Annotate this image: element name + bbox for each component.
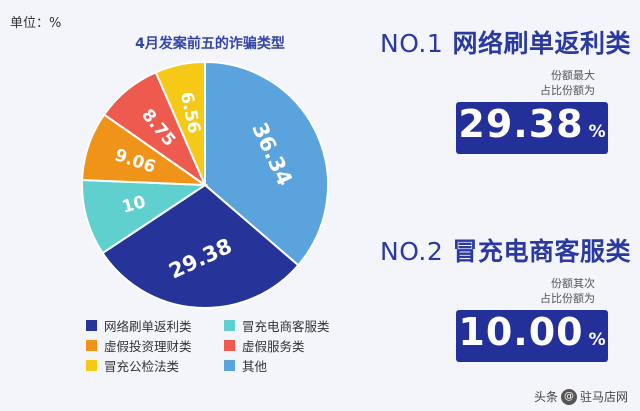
legend-item: 网络刷单返利类 (86, 316, 192, 335)
pie-slice-0 (101, 183, 300, 309)
pie-slice-4 (154, 60, 206, 186)
unit-label: 单位：% (10, 16, 62, 31)
rank-1-unit: % (588, 122, 606, 142)
rank-2-value-box: 10.00 % (456, 310, 608, 362)
rank-1-number: NO.1 (380, 29, 444, 58)
legend-label: 其他 (242, 359, 268, 374)
chart-title: 4月发案前五的诈骗类型 (135, 36, 285, 52)
rank-1-panel: NO.1 网络刷单返利类 份额最大 占比份额为 29.38 % (380, 24, 630, 164)
rank-1-title: NO.1 网络刷单返利类 (380, 24, 630, 60)
rank-2-title: NO.2 冒充电商客服类 (380, 232, 630, 268)
legend-swatch (86, 320, 97, 331)
legend-swatch (86, 360, 97, 371)
rank-1-name: 网络刷单返利类 (452, 29, 631, 58)
rank-1-value: 29.38 (458, 102, 584, 146)
legend-label: 网络刷单返利类 (104, 319, 192, 334)
rank-2-number: NO.2 (380, 237, 444, 266)
watermark-suffix: 驻马店网 (579, 390, 628, 404)
rank-2-panel: NO.2 冒充电商客服类 份额其次 占比份额为 10.00 % (380, 232, 630, 372)
at-icon: @ (560, 388, 577, 405)
watermark: 头条 @ 驻马店网 (534, 388, 628, 405)
rank-2-unit: % (588, 330, 606, 350)
legend-swatch (224, 320, 235, 331)
legend-item: 冒充电商客服类 (224, 316, 330, 335)
rank-2-name: 冒充电商客服类 (452, 237, 631, 266)
rank-2-note-line: 占比份额为 (540, 292, 595, 305)
legend-swatch (86, 340, 97, 351)
rank-2-note-line: 份额其次 (551, 277, 595, 290)
rank-1-note: 份额最大 占比份额为 (540, 68, 595, 98)
legend-label: 虚假投资理财类 (104, 339, 192, 354)
legend-label: 冒充电商客服类 (242, 319, 330, 334)
legend-item: 虚假服务类 (224, 336, 305, 355)
legend-swatch (224, 340, 235, 351)
watermark-prefix: 头条 (533, 390, 558, 404)
legend-label: 冒充公检法类 (104, 359, 180, 374)
pie-slice-5 (204, 60, 329, 267)
pie-slice-1 (81, 178, 209, 255)
rank-1-note-line: 占比份额为 (540, 84, 595, 97)
legend-item: 其他 (224, 356, 267, 375)
rank-2-value: 10.00 (458, 310, 584, 354)
rank-1-note-line: 份额最大 (551, 69, 595, 82)
legend-label: 虚假服务类 (242, 339, 305, 354)
legend-item: 虚假投资理财类 (86, 336, 192, 355)
legend-swatch (224, 360, 235, 371)
rank-2-note: 份额其次 占比份额为 (540, 276, 595, 306)
rank-1-value-box: 29.38 % (456, 102, 608, 154)
legend-item: 冒充公检法类 (86, 356, 179, 375)
